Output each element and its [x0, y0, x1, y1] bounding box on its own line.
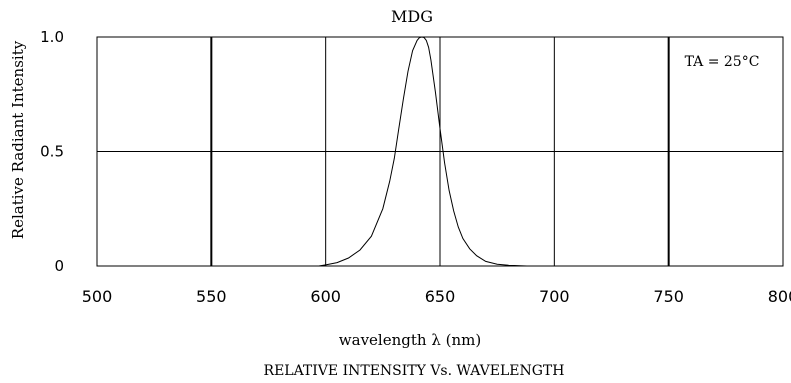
x-tick-label-800: 800 — [768, 287, 791, 306]
x-tick-label-750: 750 — [653, 287, 684, 306]
chart-title: MDG — [391, 7, 433, 26]
y-tick-label-1.0: 1.0 — [40, 28, 64, 46]
x-tick-label-600: 600 — [310, 287, 341, 306]
x-tick-label-700: 700 — [539, 287, 570, 306]
x-tick-label-650: 650 — [425, 287, 456, 306]
y-tick-label-0: 0 — [54, 257, 64, 275]
y-tick-labels: 0 0.5 1.0 — [40, 28, 64, 275]
x-tick-label-550: 550 — [196, 287, 227, 306]
chart-caption: RELATIVE INTENSITY Vs. WAVELENGTH — [264, 363, 565, 379]
temperature-annotation: TA = 25°C — [685, 54, 760, 70]
series-line — [318, 36, 527, 267]
y-tick-label-0.5: 0.5 — [40, 143, 64, 161]
x-tick-label-500: 500 — [82, 287, 113, 306]
x-tick-labels: 500 550 600 650 700 750 800 — [82, 287, 791, 306]
grid-lines — [97, 37, 783, 266]
plot-frame — [96, 36, 784, 267]
x-axis-label: wavelength λ (nm) — [339, 331, 481, 349]
y-axis-label: Relative Radiant Intensity — [9, 40, 27, 239]
